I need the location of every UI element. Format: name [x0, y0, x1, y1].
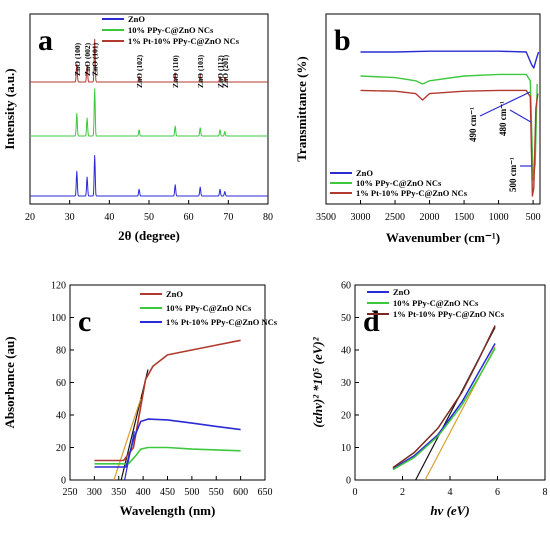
panel-d-letter: d: [363, 305, 380, 338]
panel-c-legend-entry: 1% Pt-10% PPy-C@ZnO NCs: [166, 317, 278, 327]
panel-b-legend-entry: 1% Pt-10% PPy-C@ZnO NCs: [356, 188, 468, 198]
panel-d-series-2: [392, 325, 496, 469]
panel-c-ytick-label: 100: [51, 313, 66, 324]
panel-b-frame: [325, 13, 541, 205]
panel-a-peak-label: ZnO (102): [135, 54, 144, 88]
panel-b-xlabel: Wavenumber (cm⁻¹): [386, 230, 500, 245]
panel-c-xtick-label: 450: [160, 487, 175, 498]
panel-d-xtick-label: 2: [400, 487, 405, 498]
panel-b-annotation: 490 cm⁻¹: [468, 107, 478, 142]
panel-b: 3500 3000 2500 2000 1500 1000 500 490 cm⁻¹ 480 c…: [294, 13, 541, 245]
panel-d-legend-entry: 1% Pt-10% PPy-C@ZnO NCs: [393, 309, 505, 319]
panel-b-series-0: [360, 50, 540, 69]
panel-d-legend-entry: ZnO: [393, 287, 410, 297]
panel-a-series-0: [29, 155, 269, 197]
panel-d-xtick-label: 4: [448, 487, 453, 498]
panel-d-series-0: [392, 343, 496, 470]
panel-d-ytick-label: 60: [341, 281, 351, 292]
panel-d-xtick-label: 6: [495, 487, 500, 498]
panel-c-xtick-label: 350: [111, 487, 126, 498]
panel-c-ytick-label: 120: [51, 281, 66, 292]
panel-d-legend-entry: 10% PPy-C@ZnO NCs: [393, 298, 479, 308]
panel-a-peak-label: ZnO (112): [216, 55, 225, 88]
panel-b-xtick-label: 2500: [385, 212, 405, 223]
panel-d-ytick-label: 50: [341, 313, 351, 324]
panel-b-annotation: 480 cm⁻¹: [498, 101, 508, 136]
panel-a-xtick-label: 40: [104, 212, 114, 223]
panel-d-series-1: [392, 348, 496, 471]
panel-b-letter: b: [334, 24, 351, 57]
panel-c-series-2: [94, 418, 241, 468]
panel-d-xlabel: hv (eV): [430, 503, 469, 518]
panel-a-xtick-label: 50: [144, 212, 154, 223]
panel-c-legend-entry: ZnO: [166, 289, 183, 299]
panel-c-legend-entry: 10% PPy-C@ZnO NCs: [166, 303, 252, 313]
panel-c-xtick-label: 300: [87, 487, 102, 498]
panel-a-xtick-label: 20: [25, 212, 35, 223]
panel-c-ytick-label: 60: [56, 378, 66, 389]
panel-b-xtick-label: 500: [526, 212, 541, 223]
panel-c-ytick-label: 20: [56, 443, 66, 454]
panel-c-xtick-label: 500: [184, 487, 199, 498]
panel-c-ylabel: Absorbance (au): [2, 336, 17, 428]
panel-b-xtick-label: 1500: [454, 212, 474, 223]
panel-d-ytick-label: 10: [341, 443, 351, 454]
panel-d-ytick-label: 0: [346, 476, 351, 487]
panel-d-ytick-label: 20: [341, 411, 351, 422]
panel-d-ytick-label: 40: [341, 346, 351, 357]
panel-c-series-0: [94, 339, 241, 462]
panel-b-xtick-label: 2000: [420, 212, 440, 223]
panel-a-ylabel: Intensity (a.u.): [2, 68, 17, 149]
panel-a-peak-label: ZnO (201): [221, 54, 230, 88]
panel-a-xlabel: 2θ (degree): [118, 228, 180, 243]
panel-d-xtick-label: 0: [353, 487, 358, 498]
panel-d-ytick-label: 30: [341, 378, 351, 389]
panel-a-peak-label: ZnO (101): [91, 42, 100, 76]
panel-c: 250 300 350 400 450 500 550 600 650 0 20 40 60 80 100 1…: [2, 281, 278, 519]
panel-b-xtick-label: 1000: [489, 212, 509, 223]
panel-b-xtick-label: 3000: [351, 212, 371, 223]
panel-a-legend-entry: ZnO: [128, 14, 145, 24]
panel-c-xlabel: Wavelength (nm): [120, 503, 216, 518]
panel-c-letter: c: [78, 305, 91, 338]
panel-b-xtick-label: 3500: [316, 212, 336, 223]
panel-c-series-1: [94, 446, 241, 465]
panel-b-annotation-arrow: [479, 91, 531, 117]
panel-a-xtick-label: 80: [263, 212, 273, 223]
panel-c-xtick-label: 650: [258, 487, 273, 498]
panel-a-series-1: [29, 88, 269, 137]
panel-a-legend-entry: 10% PPy-C@ZnO NCs: [128, 25, 214, 35]
panel-d-ylabel: (αhv)² *10⁵ (eV)²: [310, 336, 325, 427]
panel-d-xtick-label: 8: [543, 487, 548, 498]
panel-b-legend-entry: ZnO: [356, 168, 373, 178]
panel-a-peak-label: ZnO (110): [171, 55, 180, 88]
panel-b-annotation-arrow: [509, 109, 532, 123]
panel-c-ytick-label: 0: [61, 476, 66, 487]
panel-c-xtick-label: 550: [209, 487, 224, 498]
panel-b-series-2: [360, 89, 539, 197]
panel-a-xtick-label: 60: [184, 212, 194, 223]
panel-a-legend-entry: 1% Pt-10% PPy-C@ZnO NCs: [128, 36, 240, 46]
panel-a: 20 30 40 50 60 70 80 ZnO (100) ZnO (002)ZnO (101…: [2, 13, 273, 243]
panel-a-letter: a: [38, 24, 53, 57]
panel-c-ytick-label: 40: [56, 411, 66, 422]
panel-c-xtick-label: 600: [233, 487, 248, 498]
panel-a-peak-label: ZnO (100): [73, 42, 82, 76]
panel-a-peak-label: ZnO (002): [83, 42, 92, 76]
panel-b-legend-entry: 10% PPy-C@ZnO NCs: [356, 178, 442, 188]
panel-a-xtick-label: 70: [223, 212, 233, 223]
panel-a-peak-label: ZnO (103): [196, 54, 205, 88]
panel-a-xtick-label: 30: [65, 212, 75, 223]
panel-c-ytick-label: 80: [56, 346, 66, 357]
panel-b-annotation: 500 cm⁻¹: [508, 157, 518, 192]
panel-c-xtick-label: 250: [63, 487, 78, 498]
panel-c-xtick-label: 400: [136, 487, 151, 498]
panel-b-ylabel: Transmittance (%): [294, 56, 309, 162]
panel-a-series-2: [29, 38, 269, 83]
